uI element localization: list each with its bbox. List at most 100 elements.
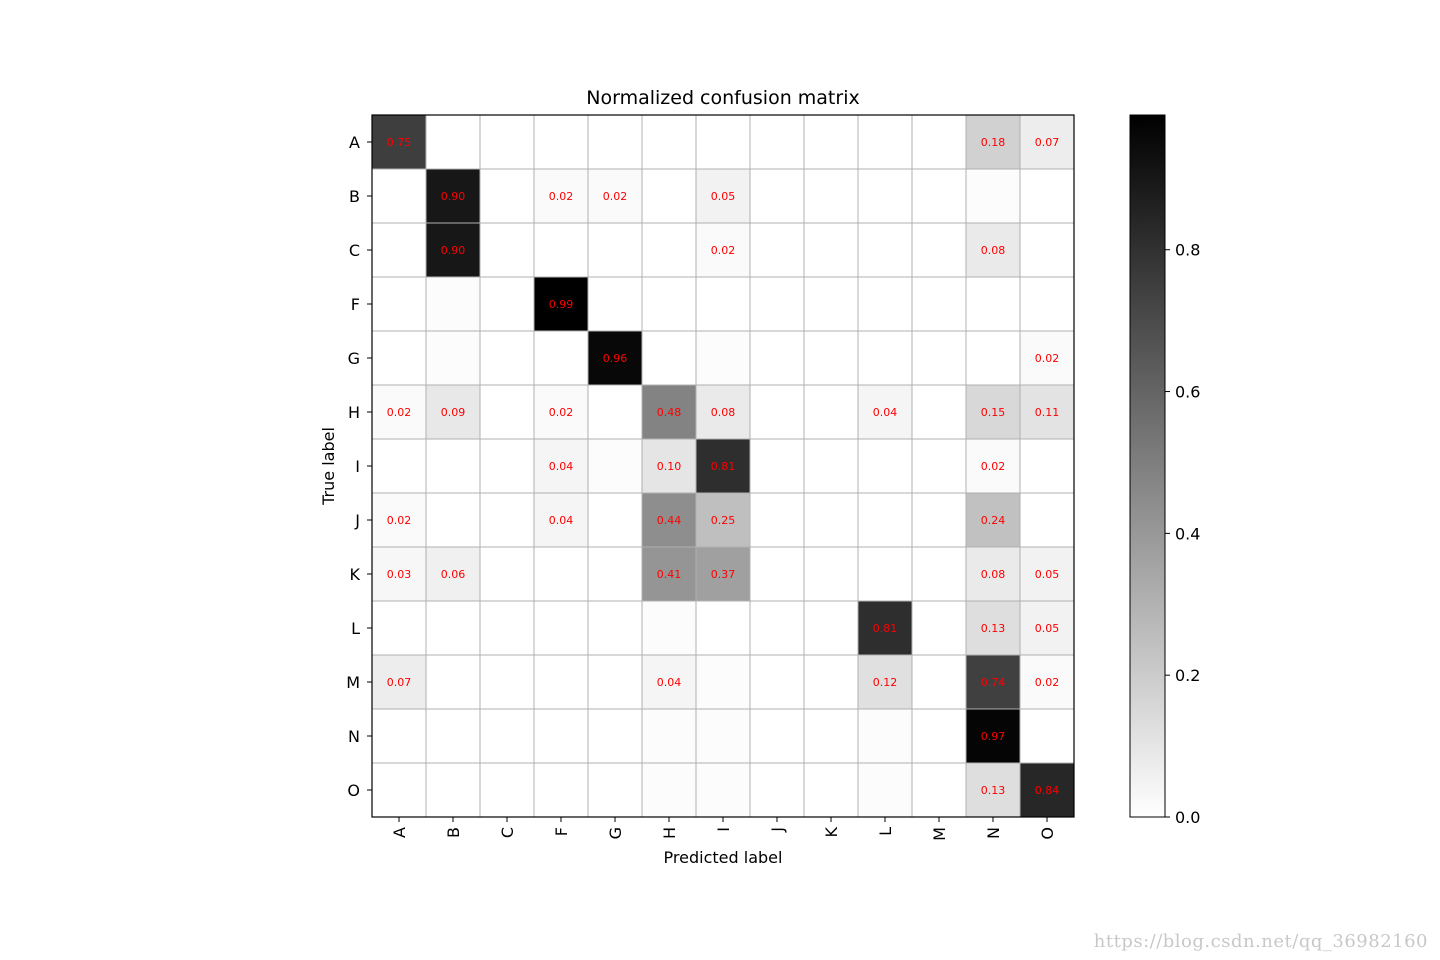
cell-K-L [857,546,913,602]
y-tick-label-I: I [355,457,360,476]
cell-B-I [695,168,751,224]
cell-label-L-O: 0.05 [1035,622,1060,635]
cell-J-C [479,492,535,548]
cell-M-G [587,654,643,710]
y-tick-label-L: L [351,619,360,638]
cell-M-C [479,654,535,710]
cell-A-N [965,114,1021,170]
cell-L-L [857,600,913,656]
cell-label-K-B: 0.06 [441,568,466,581]
cell-C-F [533,222,589,278]
cell-L-G [587,600,643,656]
cell-label-O-O: 0.84 [1035,784,1060,797]
cell-K-K [803,546,859,602]
cell-G-J [749,330,805,386]
cell-B-G [587,168,643,224]
cell-J-J [749,492,805,548]
cell-C-G [587,222,643,278]
cell-G-A [371,330,427,386]
cell-I-H [641,438,697,494]
cell-label-N-N: 0.97 [981,730,1006,743]
cell-A-K [803,114,859,170]
x-tick-label-H: H [660,827,679,839]
y-tick-labels: A B C F G H I J K L M N O [346,133,372,800]
cell-H-G [587,384,643,440]
cell-label-A-N: 0.18 [981,136,1006,149]
cell-label-H-I: 0.08 [711,406,736,419]
cell-O-K [803,762,859,818]
cell-J-N [965,492,1021,548]
cell-label-K-I: 0.37 [711,568,736,581]
cell-F-I [695,276,751,332]
y-tick-label-F: F [351,295,360,314]
cell-K-H [641,546,697,602]
cell-H-L [857,384,913,440]
cell-label-J-F: 0.04 [549,514,574,527]
cell-A-A [371,114,427,170]
cell-G-M [911,330,967,386]
cell-label-H-A: 0.02 [387,406,412,419]
cell-label-B-G: 0.02 [603,190,628,203]
cell-M-B [425,654,481,710]
cell-label-I-I: 0.81 [711,460,736,473]
cell-A-J [749,114,805,170]
cell-G-H [641,330,697,386]
cell-C-C [479,222,535,278]
cell-label-H-L: 0.04 [873,406,898,419]
cell-C-A [371,222,427,278]
cell-O-J [749,762,805,818]
x-tick-label-F: F [552,827,571,836]
cell-N-J [749,708,805,764]
cell-O-H [641,762,697,818]
cell-J-O [1019,492,1075,548]
cell-O-G [587,762,643,818]
cell-label-H-O: 0.11 [1035,406,1060,419]
x-tick-label-C: C [498,827,517,838]
cell-label-M-N: 0.74 [981,676,1006,689]
cell-I-J [749,438,805,494]
cell-M-A [371,654,427,710]
cell-label-J-I: 0.25 [711,514,736,527]
cell-label-O-N: 0.13 [981,784,1006,797]
colorbar-tick-label-1: 0.2 [1175,666,1200,685]
cell-label-K-A: 0.03 [387,568,412,581]
cell-C-L [857,222,913,278]
cell-I-A [371,438,427,494]
cell-N-I [695,708,751,764]
cell-H-I [695,384,751,440]
cell-O-I [695,762,751,818]
cell-label-K-H: 0.41 [657,568,682,581]
cell-label-K-N: 0.08 [981,568,1006,581]
cell-M-N [965,654,1021,710]
cell-I-O [1019,438,1075,494]
cell-F-B [425,276,481,332]
cell-O-N [965,762,1021,818]
cell-label-C-B: 0.90 [441,244,466,257]
cell-K-C [479,546,535,602]
heatmap-cells [371,114,1075,818]
y-tick-label-G: G [348,349,360,368]
cell-J-L [857,492,913,548]
cell-F-A [371,276,427,332]
cell-label-H-H: 0.48 [657,406,682,419]
cell-C-O [1019,222,1075,278]
cell-N-A [371,708,427,764]
cell-B-K [803,168,859,224]
cell-B-L [857,168,913,224]
cell-O-A [371,762,427,818]
cell-H-O [1019,384,1075,440]
cell-J-M [911,492,967,548]
watermark-text: https://blog.csdn.net/qq_36982160 [1093,931,1428,952]
cell-label-M-L: 0.12 [873,676,898,689]
cell-B-J [749,168,805,224]
cell-L-K [803,600,859,656]
cell-label-K-O: 0.05 [1035,568,1060,581]
cell-A-I [695,114,751,170]
cell-J-K [803,492,859,548]
chart-title: Normalized confusion matrix [586,87,859,109]
cell-A-C [479,114,535,170]
x-tick-label-G: G [606,827,625,839]
cell-label-J-H: 0.44 [657,514,682,527]
x-tick-label-L: L [876,827,895,836]
